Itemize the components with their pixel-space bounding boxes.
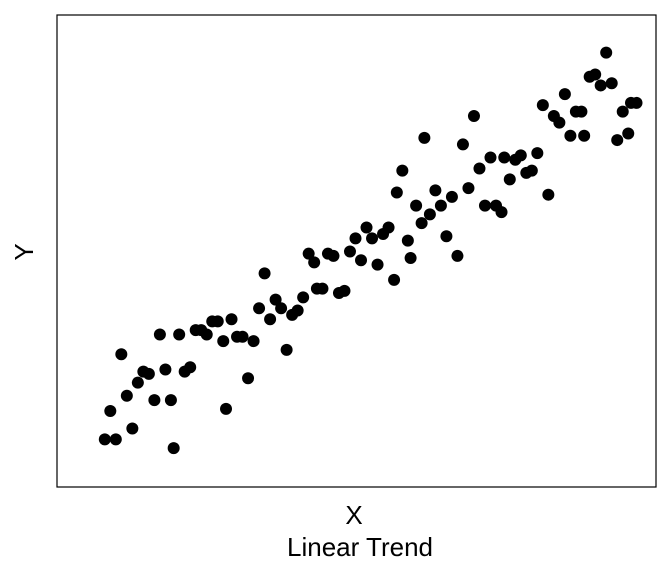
data-point-88: [558, 88, 571, 101]
data-point-89: [564, 129, 577, 142]
data-point-76: [495, 206, 508, 219]
data-point-49: [355, 254, 368, 267]
plot-frame: [56, 14, 657, 488]
data-point-57: [396, 164, 409, 177]
data-point-39: [302, 247, 315, 260]
data-point-34: [275, 302, 288, 315]
data-point-33: [269, 293, 282, 306]
data-point-12: [159, 363, 172, 376]
data-point-37: [291, 304, 304, 317]
data-point-40: [308, 256, 321, 269]
data-point-42: [316, 282, 329, 295]
data-point-27: [236, 330, 249, 343]
data-point-46: [338, 284, 351, 297]
data-point-87: [553, 116, 566, 129]
points-layer: [98, 46, 643, 455]
data-point-7: [131, 376, 144, 389]
data-point-95: [594, 79, 607, 92]
data-point-55: [388, 273, 401, 286]
data-point-29: [247, 335, 260, 348]
data-point-74: [484, 151, 497, 164]
chart-subtitle: Linear Trend: [287, 532, 433, 562]
data-point-10: [148, 394, 161, 407]
data-point-17: [184, 361, 197, 374]
data-point-47: [343, 245, 356, 258]
data-point-82: [525, 164, 538, 177]
data-point-15: [173, 328, 186, 341]
data-point-2: [104, 405, 117, 418]
data-point-23: [217, 335, 230, 348]
data-point-58: [401, 234, 414, 247]
data-point-28: [242, 372, 255, 385]
data-point-71: [467, 110, 480, 123]
data-point-32: [264, 313, 277, 326]
data-point-100: [622, 127, 635, 140]
data-point-98: [611, 134, 624, 147]
data-point-99: [616, 105, 629, 118]
data-point-31: [258, 267, 271, 280]
data-point-77: [498, 151, 511, 164]
data-point-59: [404, 252, 417, 265]
data-point-70: [462, 182, 475, 195]
data-point-84: [536, 99, 549, 112]
data-point-56: [390, 186, 403, 199]
data-point-80: [514, 149, 527, 162]
data-point-69: [456, 138, 469, 151]
data-point-83: [531, 147, 544, 160]
data-point-85: [542, 188, 555, 201]
data-point-48: [349, 232, 362, 245]
data-point-67: [445, 190, 458, 203]
data-point-68: [451, 249, 464, 262]
data-point-61: [415, 217, 428, 230]
y-axis-label: Y: [9, 243, 39, 260]
data-point-35: [280, 343, 293, 356]
data-point-30: [253, 302, 266, 315]
data-point-14: [167, 442, 180, 455]
data-point-73: [478, 199, 491, 212]
data-point-66: [440, 230, 453, 243]
data-point-3: [109, 433, 122, 446]
data-point-22: [211, 315, 224, 328]
data-point-54: [382, 221, 395, 234]
x-axis-label: X: [345, 500, 362, 530]
data-point-51: [366, 232, 379, 245]
data-point-60: [410, 199, 423, 212]
data-point-52: [371, 258, 384, 271]
data-point-24: [220, 402, 233, 415]
data-point-11: [153, 328, 166, 341]
data-point-94: [589, 68, 602, 81]
data-point-44: [327, 249, 340, 262]
data-point-92: [578, 129, 591, 142]
data-point-38: [297, 291, 310, 304]
data-point-13: [164, 394, 177, 407]
data-point-65: [434, 199, 447, 212]
data-point-78: [503, 173, 516, 186]
data-point-25: [225, 313, 238, 326]
data-point-91: [575, 105, 588, 118]
data-point-50: [360, 221, 373, 234]
data-point-63: [423, 208, 436, 221]
data-point-64: [429, 184, 442, 197]
data-point-20: [200, 328, 213, 341]
data-point-96: [600, 46, 613, 59]
data-point-9: [142, 367, 155, 380]
data-point-6: [126, 422, 139, 435]
data-point-102: [630, 96, 643, 109]
data-point-72: [473, 162, 486, 175]
data-point-1: [98, 433, 111, 446]
data-point-62: [418, 131, 431, 144]
data-point-4: [115, 348, 128, 361]
data-point-97: [605, 77, 618, 90]
data-point-5: [120, 389, 133, 402]
